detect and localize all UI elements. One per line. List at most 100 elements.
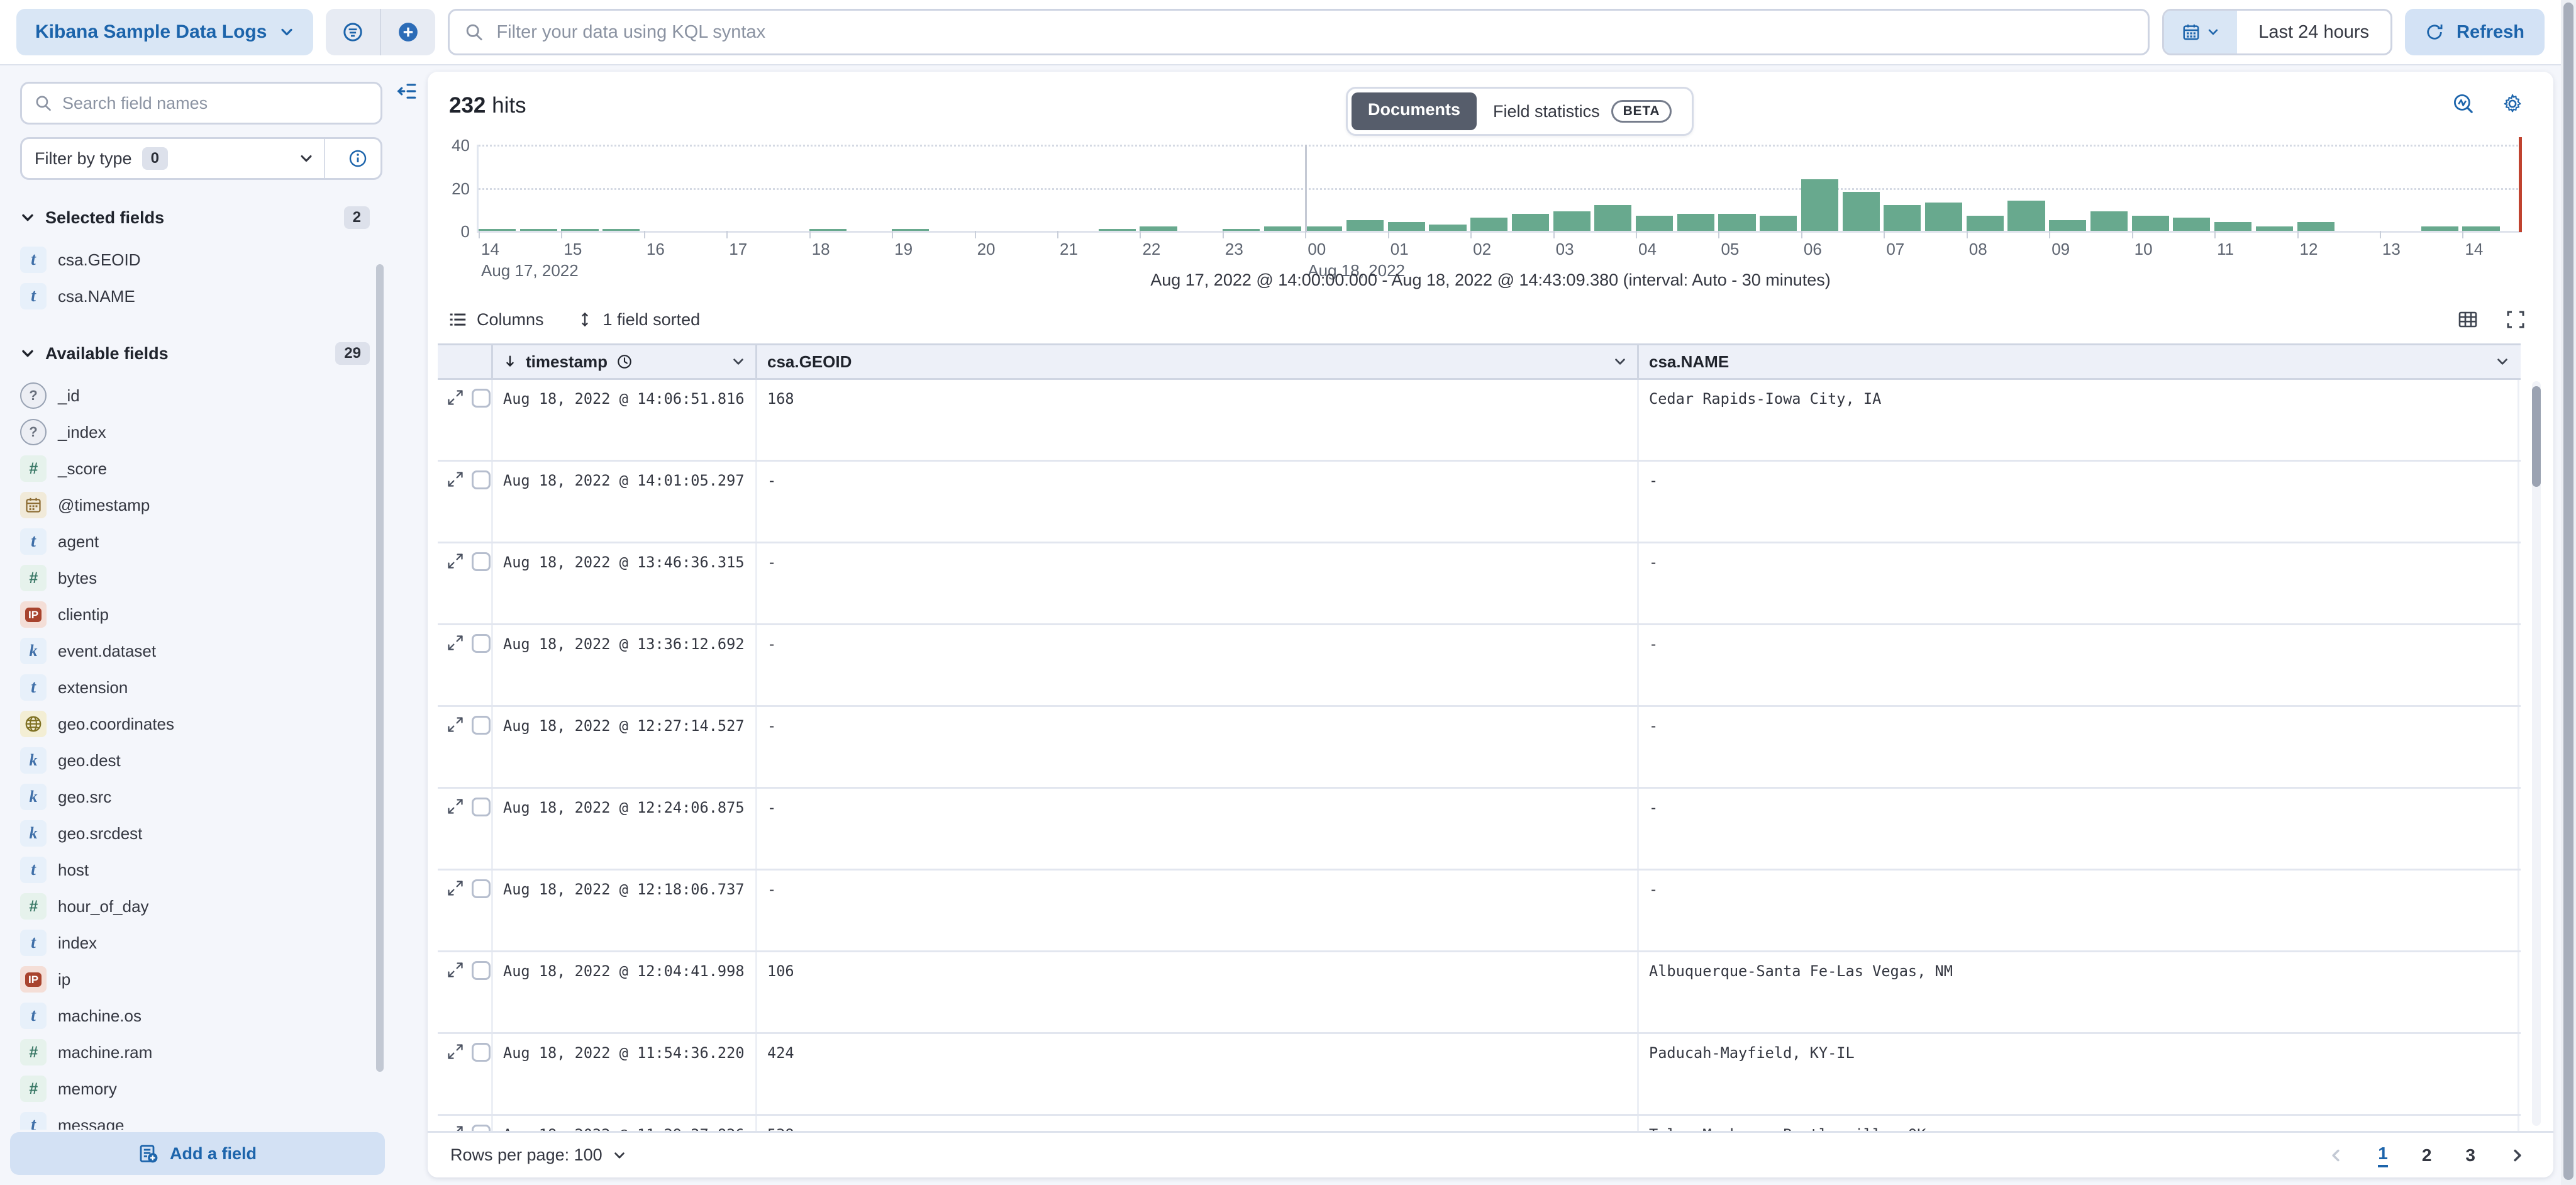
field-item-index[interactable]: t index [20,925,370,961]
expand-row-icon[interactable] [447,634,464,652]
columns-button[interactable]: Columns [449,310,544,330]
histogram-bar[interactable] [1677,213,1714,231]
density-icon[interactable] [2458,309,2478,330]
histogram-bar[interactable] [809,228,847,231]
histogram-bar[interactable] [1636,216,1674,231]
sort-fields-button[interactable]: 1 field sorted [577,310,700,330]
histogram-bar[interactable] [1346,220,1384,231]
row-checkbox[interactable] [472,552,491,571]
expand-row-icon[interactable] [447,798,464,815]
histogram-bar[interactable] [1925,203,1963,231]
field-search-box[interactable] [20,82,382,125]
histogram-bar[interactable] [2049,220,2087,231]
histogram-bar[interactable] [2131,216,2169,231]
row-checkbox[interactable] [472,798,491,816]
inspect-icon[interactable] [2453,93,2474,114]
field-item-geo.src[interactable]: k geo.src [20,779,370,815]
gear-icon[interactable] [2502,93,2523,114]
page-scrollbar-thumb[interactable] [2563,3,2573,1180]
field-item-bytes[interactable]: # bytes [20,560,370,596]
field-item-event.dataset[interactable]: k event.dataset [20,633,370,669]
histogram-bar[interactable] [1884,204,1921,231]
histogram-bar[interactable] [561,228,599,231]
row-checkbox[interactable] [472,470,491,489]
field-filter-info-button[interactable] [335,149,380,168]
sidebar-scrollbar-thumb[interactable] [376,264,384,1072]
expand-row-icon[interactable] [447,716,464,733]
row-checkbox[interactable] [472,961,491,980]
field-item-agent[interactable]: t agent [20,523,370,560]
hits-histogram[interactable]: 40 20 0 14 15 16 17 18 19 20 21 22 23 00 01 02 03 04 05 06 0… [452,137,2522,279]
expand-row-icon[interactable] [447,879,464,897]
histogram-bar[interactable] [1760,216,1797,231]
histogram-bar[interactable] [2214,222,2252,231]
histogram-bar[interactable] [1470,218,1508,231]
histogram-bar[interactable] [519,228,557,231]
histogram-bar[interactable] [2462,226,2500,231]
add-filter-button[interactable] [381,9,435,55]
field-item-memory[interactable]: # memory [20,1071,370,1107]
tab-documents[interactable]: Documents [1352,92,1477,130]
data-view-selector[interactable]: Kibana Sample Data Logs [16,9,314,55]
histogram-bar[interactable] [1801,179,1839,231]
field-item-message[interactable]: t message [20,1107,370,1130]
histogram-bar[interactable] [1511,213,1550,231]
rows-per-page-selector[interactable]: Rows per page: 100 [450,1145,626,1165]
row-checkbox[interactable] [472,1125,491,1131]
column-menu-icon[interactable] [731,355,745,369]
field-item-csa.NAME[interactable]: t csa.NAME [20,278,370,314]
histogram-bar[interactable] [2255,226,2293,231]
filter-by-type-select[interactable]: Filter by type 0 [20,137,382,180]
field-item-extension[interactable]: t extension [20,669,370,706]
histogram-bar[interactable] [2090,211,2128,231]
histogram-bar[interactable] [1305,226,1343,231]
field-item-_score[interactable]: # _score [20,450,370,487]
field-item-@timestamp[interactable]: @timestamp [20,487,370,523]
expand-row-icon[interactable] [447,470,464,488]
histogram-bar[interactable] [892,228,930,231]
fullscreen-icon[interactable] [2506,309,2526,330]
histogram-bar[interactable] [2173,218,2211,231]
header-timestamp[interactable]: timestamp [493,345,757,378]
histogram-bar[interactable] [1098,228,1136,231]
page-button-3[interactable]: 3 [2465,1145,2475,1165]
field-search-input[interactable] [62,93,368,113]
tab-field-statistics[interactable]: Field statistics BETA [1477,92,1688,130]
row-checkbox[interactable] [472,1043,491,1062]
field-item-_index[interactable]: ? _index [20,414,370,450]
kql-search-input[interactable] [496,21,2133,43]
histogram-bar[interactable] [1594,204,1632,231]
expand-row-icon[interactable] [447,961,464,979]
row-checkbox[interactable] [472,634,491,653]
field-item-clientip[interactable]: IP clientip [20,596,370,633]
row-checkbox[interactable] [472,389,491,408]
row-checkbox[interactable] [472,879,491,898]
table-scrollbar-thumb[interactable] [2532,386,2541,487]
histogram-bar[interactable] [2007,201,2045,231]
kql-search-bar[interactable] [448,9,2150,55]
field-item-geo.coordinates[interactable]: geo.coordinates [20,706,370,742]
histogram-bar[interactable] [1222,228,1260,231]
field-item-geo.dest[interactable]: k geo.dest [20,742,370,779]
available-fields-header[interactable]: Available fields 29 [20,342,370,365]
field-item-_id[interactable]: ? _id [20,377,370,414]
histogram-bar[interactable] [1140,226,1177,231]
field-item-ip[interactable]: IP ip [20,961,370,998]
field-item-csa.GEOID[interactable]: t csa.GEOID [20,242,370,278]
column-menu-icon[interactable] [1613,355,1627,369]
histogram-bar[interactable] [1718,213,1756,231]
selected-fields-header[interactable]: Selected fields 2 [20,206,370,229]
header-csa-geoid[interactable]: csa.GEOID [757,345,1639,378]
row-checkbox[interactable] [472,716,491,735]
histogram-bar[interactable] [1263,226,1301,231]
page-button-1[interactable]: 1 [2378,1143,2388,1167]
add-field-button[interactable]: Add a field [10,1132,385,1175]
histogram-bar[interactable] [2421,226,2458,231]
field-item-machine.ram[interactable]: # machine.ram [20,1034,370,1071]
histogram-bar[interactable] [2297,222,2334,231]
saved-query-menu-button[interactable] [326,9,380,55]
expand-row-icon[interactable] [447,389,464,406]
time-range-display[interactable]: Last 24 hours [2258,21,2369,42]
page-button-2[interactable]: 2 [2421,1145,2432,1165]
field-item-hour_of_day[interactable]: # hour_of_day [20,888,370,925]
